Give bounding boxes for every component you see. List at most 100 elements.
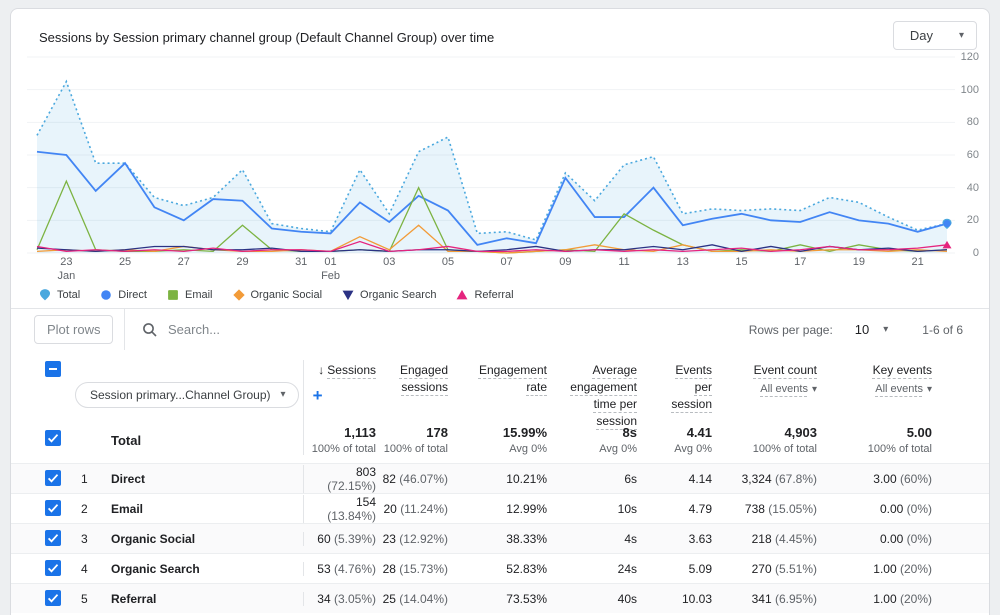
row-number: 5: [81, 591, 88, 606]
total-metric-cell: 8s Avg 0%: [547, 425, 637, 455]
row-checkbox-cell: [35, 499, 75, 519]
row-checkbox-checked[interactable]: [45, 559, 61, 576]
table-row-email[interactable]: 2 Email 154 (13.84%) 20 (11.24%) 12.99% 10s 4.…: [11, 493, 989, 523]
row-metric-value: 20 (11.24%): [383, 501, 448, 516]
x-axis-tick-label: 27: [177, 256, 190, 268]
legend-item-direct[interactable]: Direct: [100, 289, 147, 301]
add-dimension-button[interactable]: +: [312, 385, 323, 405]
chart-legend: Total Direct Email Organic Social Organic Se…: [11, 279, 989, 305]
total-sublabel: Avg 0%: [674, 443, 712, 455]
column-header-engagement-rate[interactable]: Engagement rate: [448, 360, 547, 430]
column-header-label: Sessions: [327, 363, 376, 377]
column-header-label: Key events: [872, 363, 932, 377]
select-all-checkbox-indeterminate[interactable]: [45, 361, 61, 377]
diamond-icon: [232, 288, 245, 301]
total-metric-cell: 4.41 Avg 0%: [637, 425, 712, 455]
total-value: 178: [426, 425, 448, 440]
column-subfilter[interactable]: All events ▾: [760, 383, 817, 395]
table-total-row: Total 1,113 100% of total 178 100% of to…: [11, 417, 989, 463]
column-header-label: Average engagement time per session: [570, 363, 637, 428]
column-header-average-engagement-time-per-session[interactable]: Average engagement time per session: [547, 360, 637, 430]
column-header-engaged-sessions[interactable]: Engaged sessions: [376, 360, 448, 430]
total-label: Total: [111, 432, 142, 448]
row-channel-name: Direct: [111, 471, 146, 486]
plot-rows-button[interactable]: Plot rows: [34, 315, 114, 344]
dimension-dropdown[interactable]: Session primary...Channel Group) ▾: [75, 382, 299, 408]
column-header-event-count[interactable]: Event count All events ▾: [712, 360, 817, 430]
column-header-key-events[interactable]: Key events All events ▾: [817, 360, 932, 430]
column-header-label: Engaged sessions: [399, 363, 448, 394]
row-metric-value: 218 (4.45%): [751, 531, 817, 546]
row-metric-value: 0.00 (0%): [879, 501, 932, 516]
row-metric-value: 12.99%: [506, 501, 547, 516]
total-metric-cell: 4,903 100% of total: [712, 425, 817, 455]
row-checkbox-checked[interactable]: [45, 469, 61, 486]
row-metric-value: 803 (72.15%): [303, 464, 376, 493]
row-metric-value: 1.00 (20%): [873, 561, 932, 576]
legend-item-total[interactable]: Total: [39, 289, 80, 301]
chart-plot-area[interactable]: [27, 55, 962, 261]
row-metric-value: 4s: [624, 531, 637, 546]
legend-label: Referral: [474, 288, 514, 301]
total-metric-cell: 178 100% of total: [376, 425, 448, 455]
row-checkbox-cell: [35, 529, 75, 549]
row-metric-value: 82 (46.07%): [382, 471, 448, 486]
legend-item-referral[interactable]: Referral: [456, 288, 514, 301]
total-sublabel: 100% of total: [383, 443, 448, 455]
row-checkbox-checked[interactable]: [45, 499, 61, 516]
column-header-sessions[interactable]: ↓ Sessions: [303, 360, 376, 430]
table-toolbar: Plot rows Rows per page: 10 ▾ 1-6 of 6: [11, 308, 989, 350]
column-header-label: Event count: [753, 363, 817, 377]
chevron-down-icon: ▾: [811, 384, 817, 395]
table-row-referral[interactable]: 5 Referral 34 (3.05%) 25 (14.04%) 73.53% 40s 1…: [11, 583, 989, 613]
column-subfilter[interactable]: All events ▾: [875, 383, 932, 395]
legend-label: Total: [57, 288, 81, 301]
total-sublabel: Avg 0%: [599, 443, 637, 455]
row-metric-value: 25 (14.04%): [382, 591, 448, 606]
row-channel-name: Organic Search: [111, 561, 200, 576]
table-row-direct[interactable]: 1 Direct 803 (72.15%) 82 (46.07%) 10.21% 6s 4.…: [11, 463, 989, 493]
y-axis-tick-label: 100: [960, 83, 979, 96]
row-checkbox-cell: [35, 469, 75, 489]
table-body: 1 Direct 803 (72.15%) 82 (46.07%) 10.21% 6s 4.…: [11, 463, 989, 613]
row-checkbox-checked[interactable]: [45, 589, 61, 606]
interval-dropdown[interactable]: Day ▾: [892, 21, 977, 50]
total-metric-cell: 1,113 100% of total: [303, 425, 376, 455]
search-input[interactable]: [168, 322, 468, 337]
row-checkbox-cell: [35, 589, 75, 609]
x-axis-tick-label: 13: [676, 256, 689, 268]
chevron-down-icon: ▾: [280, 389, 286, 400]
header-checkbox-cell: [35, 360, 75, 430]
row-channel-name: Organic Social: [111, 531, 196, 546]
x-axis-tick-label: 09: [559, 256, 572, 268]
row-metric-value: 270 (5.51%): [751, 561, 817, 576]
row-metric-value: 1.00 (20%): [873, 591, 932, 606]
x-axis-tick-label: 19: [852, 256, 866, 268]
total-sublabel: 100% of total: [752, 443, 817, 455]
row-checkbox-checked[interactable]: [45, 430, 61, 446]
total-value: 5.00: [906, 425, 932, 440]
legend-item-organic-search[interactable]: Organic Search: [342, 289, 436, 301]
x-axis-tick-label: 21: [911, 256, 924, 268]
row-metric-value: 23 (12.92%): [382, 531, 448, 546]
total-value: 1,113: [344, 425, 376, 440]
row-metric-value: 53 (4.76%): [303, 561, 376, 576]
legend-item-organic-social[interactable]: Organic Social: [232, 288, 322, 301]
legend-item-email[interactable]: Email: [167, 289, 213, 301]
total-checkbox-cell: [35, 429, 75, 451]
row-number: 1: [81, 471, 88, 486]
report-card: Sessions by Session primary channel grou…: [10, 8, 990, 615]
row-metric-value: 0.00 (0%): [879, 531, 932, 546]
triangle-down-icon: [342, 289, 354, 301]
x-axis-tick-label: 11: [618, 256, 630, 268]
x-axis-tick-label: 17: [794, 256, 807, 268]
table-row-organic-search[interactable]: 4 Organic Search 53 (4.76%) 28 (15.73%) 52.8…: [11, 553, 989, 583]
rows-per-page-select[interactable]: 10 ▾: [855, 322, 889, 337]
plectrum-icon: [39, 288, 51, 301]
table-row-organic-social[interactable]: 3 Organic Social 60 (5.39%) 23 (12.92%) 38.3…: [11, 523, 989, 553]
row-checkbox-checked[interactable]: [45, 529, 61, 546]
row-metric-value: 40s: [617, 591, 637, 606]
total-metric-cell: 15.99% Avg 0%: [448, 425, 547, 455]
row-metric-value: 24s: [617, 561, 637, 576]
column-header-events-per-session[interactable]: Events per session: [637, 360, 712, 430]
